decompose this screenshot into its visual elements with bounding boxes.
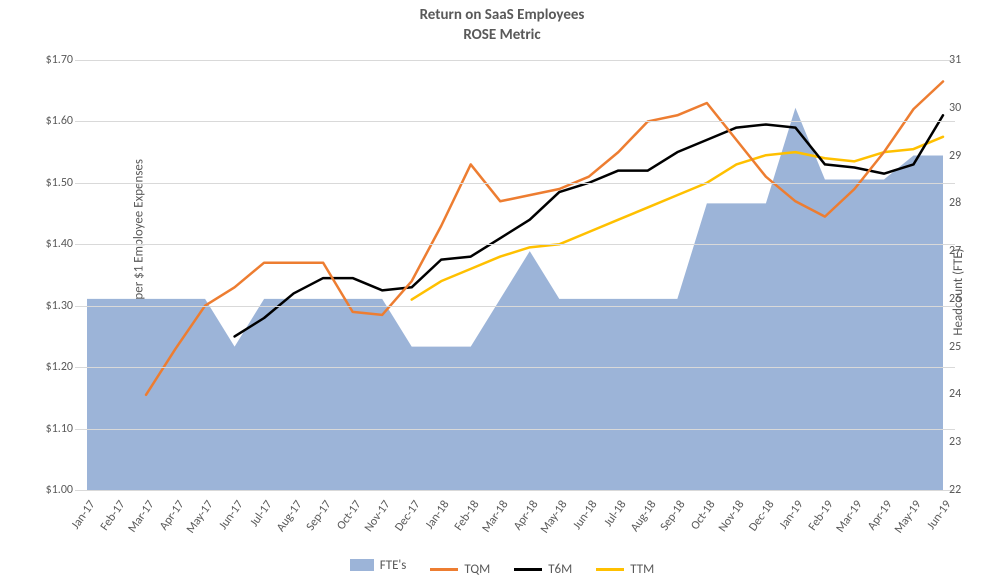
ytick-right: 25	[949, 340, 974, 354]
xtick: May-19	[892, 498, 925, 536]
xtick: Sep-17	[304, 498, 335, 534]
ytick-right: 27	[949, 244, 974, 258]
legend-swatch-line	[430, 568, 458, 571]
ytick-left: $1.20	[35, 360, 73, 374]
rose-metric-chart: Return on SaaS Employees ROSE Metric $ o…	[0, 0, 1004, 583]
ytick-left: $1.40	[35, 237, 73, 251]
ytick-right: 31	[949, 53, 974, 67]
xtick: Jan-17	[69, 498, 99, 532]
gridline	[75, 429, 955, 430]
xtick: Feb-18	[452, 498, 483, 533]
legend-swatch-area	[350, 559, 374, 571]
xtick: Jul-18	[602, 498, 630, 530]
chart-title-line1: Return on SaaS Employees	[0, 6, 1004, 26]
xtick: Oct-17	[334, 498, 364, 533]
ytick-left: $1.60	[35, 114, 73, 128]
legend-item-fte: FTE's	[350, 558, 407, 573]
gridline	[75, 183, 955, 184]
chart-title-line2: ROSE Metric	[0, 26, 1004, 46]
gridline	[75, 121, 955, 122]
ytick-left: $1.10	[35, 422, 73, 436]
ytick-left: $1.50	[35, 176, 73, 190]
xtick: Aug-18	[628, 498, 659, 534]
gridline	[75, 244, 955, 245]
plot-area	[75, 60, 955, 491]
xtick: May-17	[184, 498, 217, 536]
xtick: Dec-17	[392, 498, 423, 534]
xtick: Apr-17	[157, 498, 187, 533]
ytick-right: 22	[949, 483, 974, 497]
legend-item-tqm: TQM	[430, 562, 490, 577]
legend-swatch-line	[596, 568, 624, 571]
ytick-left: $1.30	[35, 299, 73, 313]
xtick: Oct-18	[688, 498, 718, 533]
gridline	[75, 60, 955, 61]
legend: FTE's TQM T6M TTM	[0, 558, 1004, 578]
xtick: Mar-19	[834, 498, 866, 535]
legend-label: FTE's	[380, 558, 407, 573]
legend-label: TTM	[630, 562, 654, 577]
xtick: Mar-17	[126, 498, 158, 535]
ytick-right: 23	[949, 435, 974, 449]
gridline	[75, 367, 955, 368]
xtick: Jan-19	[777, 498, 807, 532]
ytick-right: 24	[949, 387, 974, 401]
legend-swatch-line	[514, 568, 542, 571]
xtick: Dec-18	[746, 498, 777, 534]
legend-item-ttm: TTM	[596, 562, 654, 577]
legend-item-t6m: T6M	[514, 562, 572, 577]
ytick-left: $1.00	[35, 483, 73, 497]
chart-title: Return on SaaS Employees ROSE Metric	[0, 6, 1004, 45]
xtick: Feb-17	[97, 498, 128, 533]
ytick-right: 28	[949, 196, 974, 210]
legend-label: T6M	[548, 562, 572, 577]
xtick: Jun-17	[216, 498, 246, 532]
xtick: May-18	[538, 498, 571, 536]
xtick: Nov-17	[362, 498, 394, 535]
gridline	[75, 306, 955, 307]
xtick: Aug-17	[274, 498, 305, 534]
xtick: Jun-19	[924, 498, 954, 532]
chart-svg	[75, 60, 955, 490]
ytick-left: $1.70	[35, 53, 73, 67]
xtick: Jan-18	[423, 498, 453, 532]
xtick: Sep-18	[658, 498, 689, 534]
xtick: Jun-18	[570, 498, 600, 532]
xtick: Mar-18	[480, 498, 512, 535]
ytick-right: 26	[949, 292, 974, 306]
xtick: Nov-18	[716, 498, 748, 535]
xtick: Jul-17	[248, 498, 276, 530]
ytick-right: 30	[949, 101, 974, 115]
xtick: Feb-19	[806, 498, 837, 533]
ytick-right: 29	[949, 149, 974, 163]
legend-label: TQM	[464, 562, 490, 577]
